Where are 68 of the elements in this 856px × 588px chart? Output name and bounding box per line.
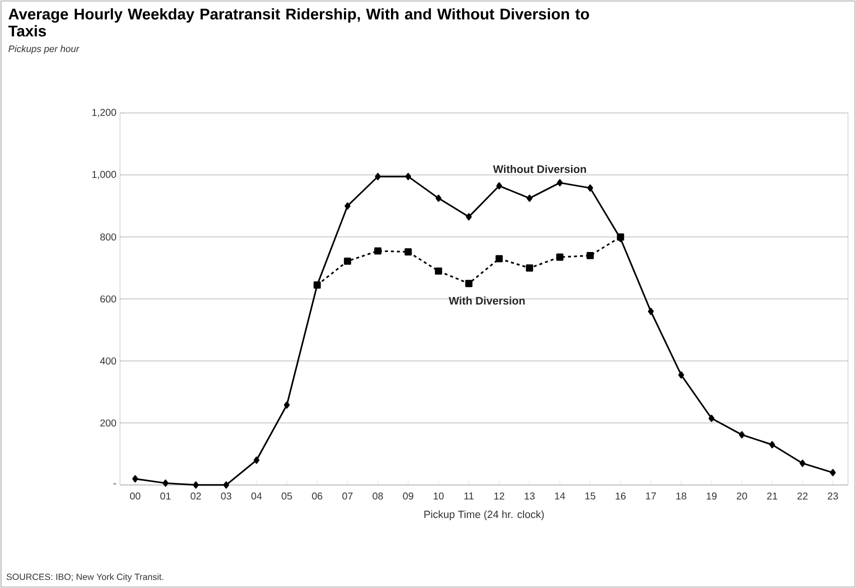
x-tick-label: 20: [736, 492, 747, 500]
y-tick-label: -: [114, 483, 116, 484]
point: [708, 414, 714, 422]
point: [738, 431, 745, 438]
x-tick-label: 14: [555, 492, 566, 500]
chart-title: Average Hourly Weekday Paratransit Ridership, With and Without Diversion to Taxis: [8, 8, 590, 36]
x-tick-label: 09: [403, 492, 414, 500]
series-label: With Diversion: [448, 296, 525, 305]
x-tick-label: 19: [706, 492, 717, 500]
point: [496, 255, 503, 262]
x-tick-label: 05: [282, 492, 292, 500]
y-tick-label: 200: [100, 419, 116, 427]
x-tick-label: 04: [251, 492, 262, 500]
x-tick-label: 15: [585, 492, 596, 500]
x-tick-label: 02: [190, 492, 201, 500]
x-tick-label: 17: [646, 492, 656, 500]
point: [374, 172, 381, 180]
point: [678, 371, 684, 379]
point: [374, 247, 382, 255]
point: [800, 460, 806, 467]
y-tick-label: 1,000: [92, 170, 116, 180]
point: [132, 475, 138, 482]
x-tick-label: 13: [524, 492, 535, 500]
x-tick-label: 16: [616, 492, 626, 500]
x-tick-label: 11: [464, 492, 474, 500]
x-axis-title: Pickup Time (24 hr. clock): [424, 510, 544, 520]
x-tick-label: 03: [221, 492, 232, 500]
x-tick-label: 23: [828, 492, 838, 500]
y-tick-label: 600: [100, 295, 116, 303]
text: Pickups per hour: [8, 45, 80, 54]
point: [466, 213, 472, 220]
y-tick-label: 1,200: [92, 108, 116, 118]
y-tick-label: 400: [100, 357, 116, 365]
point: [434, 267, 442, 275]
y-tick-label: 800: [100, 233, 116, 241]
point: [192, 481, 199, 489]
point: [254, 456, 260, 464]
point: [648, 308, 654, 315]
point: [556, 254, 564, 261]
point: [556, 179, 563, 186]
point: [587, 184, 594, 192]
x-tick-label: 18: [676, 492, 686, 500]
x-tick-label: 08: [372, 492, 383, 500]
point: [404, 248, 412, 256]
x-tick-label: 00: [130, 492, 140, 500]
point: [436, 194, 442, 202]
x-tick-label: 10: [434, 492, 444, 500]
point: [465, 280, 472, 288]
x-tick-label: 06: [312, 492, 322, 500]
source-note: SOURCES: IBO; New York City Transit.: [6, 573, 164, 582]
x-tick-label: 01: [160, 492, 171, 500]
point: [830, 468, 836, 476]
x-tick-label: 07: [342, 492, 353, 500]
point: [526, 264, 534, 272]
point: [586, 252, 594, 260]
x-tick-label: 12: [494, 492, 504, 500]
point: [769, 441, 776, 448]
point: [526, 194, 532, 202]
point: [162, 480, 168, 487]
point: [405, 172, 412, 180]
x-tick-label: 22: [797, 492, 808, 500]
point: [344, 258, 352, 265]
series-label: Without Diversion: [493, 164, 586, 174]
point: [223, 481, 230, 489]
point: [496, 182, 502, 190]
point: [284, 401, 290, 409]
point: [344, 202, 350, 210]
x-tick-label: 21: [767, 492, 778, 500]
